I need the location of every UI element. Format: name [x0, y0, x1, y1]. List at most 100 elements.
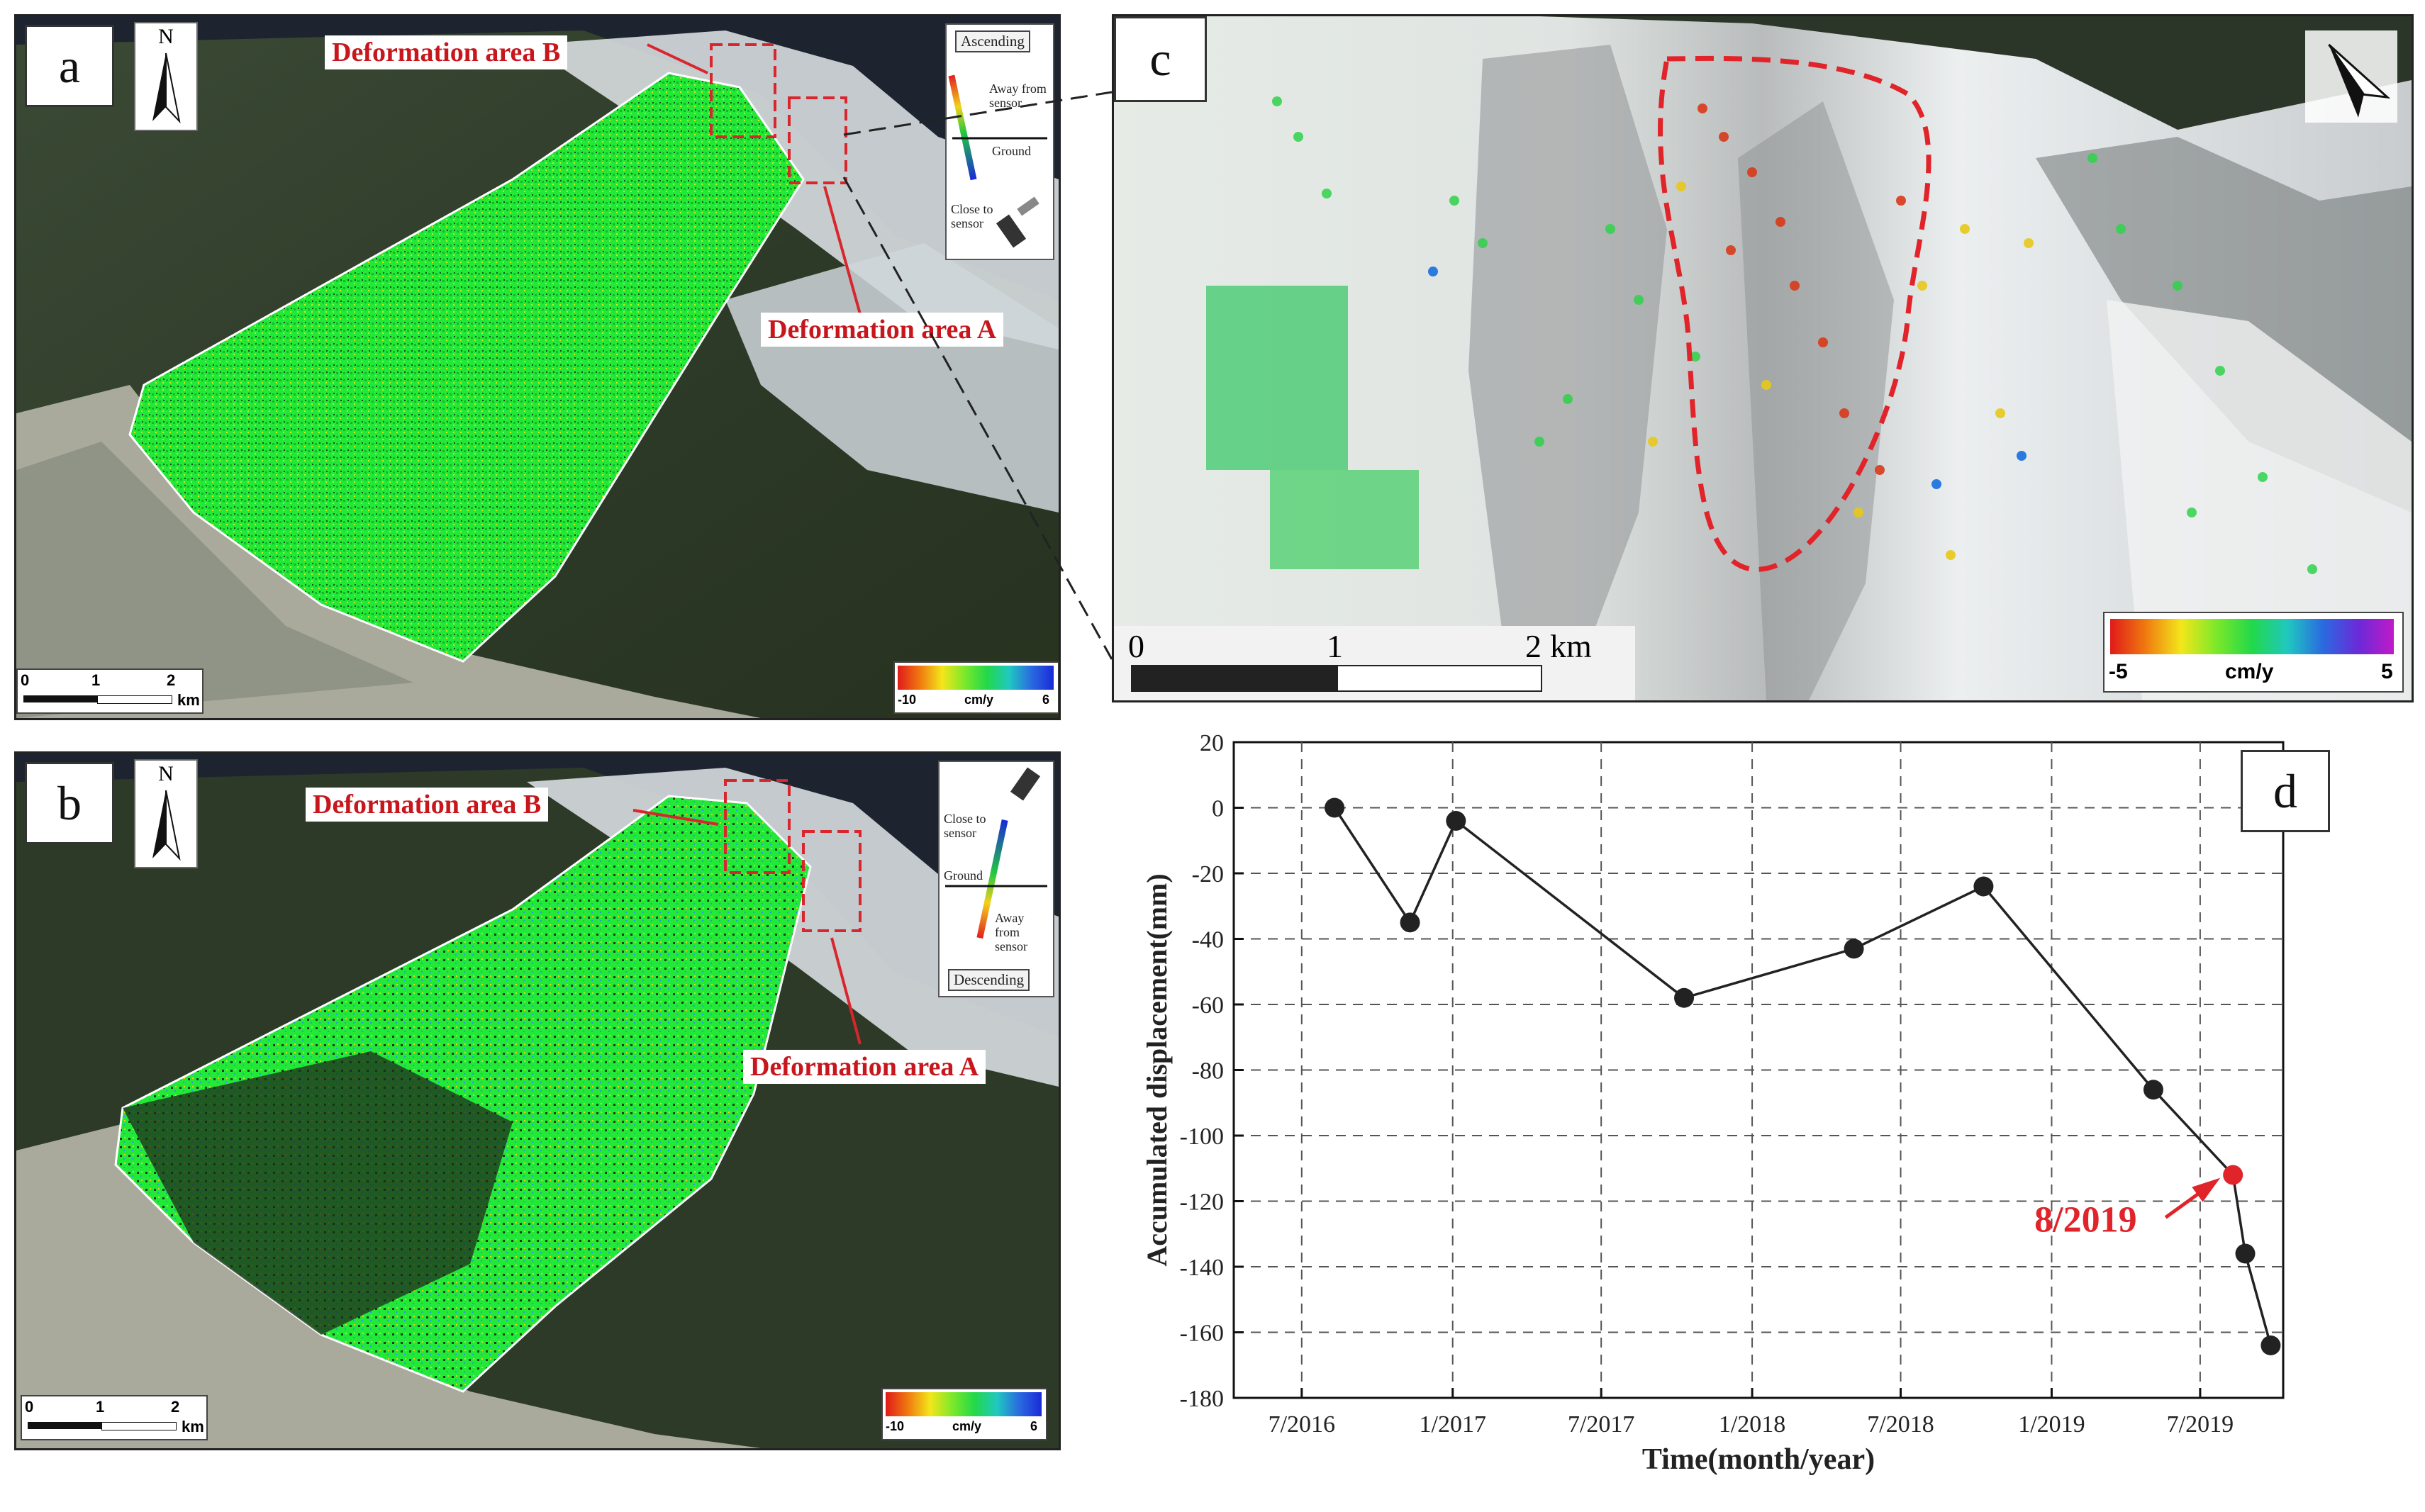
colorbar-max: 5: [2381, 660, 2393, 683]
panel-d-displacement-chart: 20 0 -20 -40 -60 -80 -100 -120 -140 -160 -180 7/20…: [1141, 730, 2285, 1476]
scale-bar-empty: [1337, 665, 1542, 692]
y-tick-label: 0: [1212, 796, 1224, 822]
y-tick-label: -100: [1180, 1124, 1224, 1150]
colorbar-unit: cm/y: [964, 693, 994, 707]
data-point: [1973, 876, 1994, 897]
data-point: [2235, 1243, 2256, 1264]
data-point: [1400, 912, 1420, 933]
scale-bar-fill: [23, 695, 97, 702]
colorbar-min: -10: [898, 693, 917, 707]
away-label: Away from sensor: [989, 82, 1047, 110]
scale-bar-fill: [28, 1422, 101, 1429]
panel-a-map: a N Deformation area B Deformation area …: [14, 14, 1061, 720]
colorbar-c: -5 cm/y 5: [2103, 612, 2404, 693]
x-tick-label: 7/2017: [1568, 1411, 1634, 1438]
scale-bar-b: 0 1 2 km: [21, 1395, 208, 1440]
scale-tick-0: 0: [21, 671, 30, 689]
scale-bar-empty: [97, 695, 172, 704]
scale-tick-2: 2: [1525, 628, 1542, 664]
ground-label: Ground: [944, 868, 983, 883]
y-tick-label: -40: [1192, 927, 1224, 953]
scale-tick-2: 2: [167, 671, 176, 689]
panel-label-c: c: [1114, 16, 1207, 102]
close-label: Close to sensor: [944, 812, 986, 840]
callout-deformation-area-b: Deformation area B: [325, 35, 568, 69]
colorbar-a: -10 cm/y 6: [893, 661, 1059, 714]
x-tick-label: 7/2016: [1269, 1411, 1335, 1438]
data-point: [1446, 811, 1466, 831]
annotation-arrowhead: [2192, 1177, 2221, 1202]
north-arrow-icon: [2305, 30, 2397, 123]
line-of-sight-legend-descending: Close to sensor Ground Away from sensor …: [938, 761, 1054, 997]
scale-tick-2: 2: [171, 1398, 180, 1416]
scale-bar-c: 0 1 2 km: [1114, 626, 1635, 700]
scale-tick-1: 1: [96, 1398, 105, 1416]
callout-deformation-area-a: Deformation area A: [761, 313, 1004, 347]
colorbar-gradient: [2110, 619, 2394, 654]
panel-c-3d-view: c 0 1 2 km -5 cm/y 5: [1112, 14, 2414, 702]
scale-unit: km: [177, 691, 200, 709]
scale-tick-1: 1: [91, 671, 101, 689]
panel-label-b: b: [25, 762, 114, 844]
data-point: [2260, 1335, 2281, 1355]
x-tick-label: 7/2018: [1867, 1411, 1934, 1438]
gridlines: [1234, 742, 2283, 1398]
y-tick-label: -20: [1192, 861, 1224, 887]
los-arrow-icon: [945, 767, 1047, 939]
north-arrow-a: N: [134, 22, 198, 131]
colorbar-min: -10: [886, 1419, 905, 1433]
panel-label-a: a: [25, 25, 114, 107]
north-label: N: [158, 762, 174, 785]
scale-bar-fill: [1131, 665, 1337, 692]
north-label: N: [158, 25, 174, 48]
ground-label: Ground: [992, 144, 1031, 158]
orbit-label: Descending: [948, 969, 1030, 991]
north-arrow-icon: [152, 52, 181, 124]
y-tick-label: -80: [1192, 1058, 1224, 1085]
colorbar-gradient: [898, 666, 1054, 690]
scale-bar-empty: [101, 1422, 177, 1430]
x-axis-ticks: 7/2016 1/2017 7/2017 1/2018 7/2018 1/2019 7/20…: [1269, 1388, 2234, 1438]
x-tick-label: 1/2017: [1420, 1411, 1486, 1438]
y-tick-label: -120: [1180, 1189, 1224, 1216]
callout-deformation-area-b: Deformation area B: [306, 788, 549, 822]
callout-deformation-area-a: Deformation area A: [743, 1050, 986, 1084]
data-point: [1674, 987, 1695, 1008]
panel-b-map: b N Deformation area B Deformation area …: [14, 751, 1061, 1450]
scale-tick-1: 1: [1327, 628, 1343, 664]
y-tick-label: -180: [1180, 1386, 1224, 1412]
y-tick-label: -160: [1180, 1321, 1224, 1347]
scale-bar-a: 0 1 2 km: [16, 668, 204, 714]
scale-tick-0: 0: [25, 1398, 34, 1416]
annotation-label: 8/2019: [2034, 1200, 2136, 1241]
panel-b-satellite-image: [16, 754, 1059, 1448]
colorbar-max: 6: [1030, 1419, 1038, 1433]
x-tick-label: 7/2019: [2167, 1411, 2234, 1438]
data-point: [2143, 1080, 2163, 1100]
scale-tick-0: 0: [1128, 628, 1144, 664]
highlight-point: [2223, 1165, 2243, 1185]
colorbar-max: 6: [1042, 693, 1050, 707]
scale-unit: km: [1550, 628, 1592, 664]
colorbar-gradient: [886, 1392, 1042, 1416]
panel-c-terrain-image: [1114, 16, 2412, 700]
colorbar-unit: cm/y: [2225, 660, 2274, 683]
panel-label-d: d: [2241, 750, 2330, 832]
y-axis-title: Accumulated displacement(mm): [1141, 873, 1173, 1266]
line-of-sight-legend-ascending: Ascending Away from sensor Ground Close …: [945, 23, 1054, 260]
y-tick-label: -60: [1192, 992, 1224, 1019]
series-line: [1333, 807, 2273, 1346]
x-tick-label: 1/2019: [2018, 1411, 2085, 1438]
x-tick-label: 1/2018: [1719, 1411, 1785, 1438]
orbit-label: Ascending: [955, 30, 1030, 52]
away-label: Away from sensor: [995, 911, 1027, 953]
data-point: [1325, 797, 1345, 818]
scale-unit: km: [182, 1418, 204, 1435]
colorbar-unit: cm/y: [952, 1419, 982, 1433]
data-point: [1844, 939, 1864, 959]
y-tick-label: -140: [1180, 1255, 1224, 1281]
north-arrow-b: N: [134, 759, 198, 868]
north-arrow-icon: [152, 790, 181, 861]
colorbar-b: -10 cm/y 6: [881, 1388, 1047, 1440]
data-points: [1325, 797, 2281, 1355]
